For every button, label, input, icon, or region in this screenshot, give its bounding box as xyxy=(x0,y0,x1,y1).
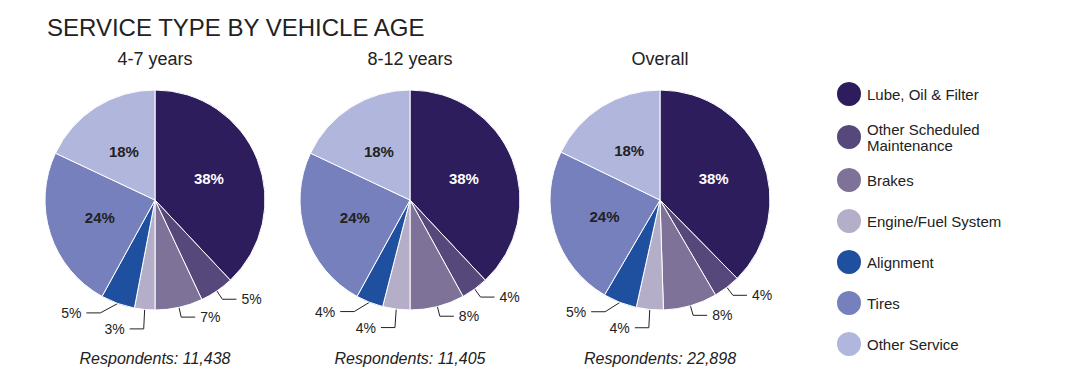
svg-text:Respondents: 11,438: Respondents: 11,438 xyxy=(80,350,231,367)
svg-text:4%: 4% xyxy=(610,320,630,336)
svg-text:7%: 7% xyxy=(200,309,220,325)
svg-text:5%: 5% xyxy=(61,305,81,321)
svg-text:4-7 years: 4-7 years xyxy=(117,49,192,69)
svg-text:Other Service: Other Service xyxy=(867,336,959,353)
svg-text:SERVICE TYPE BY VEHICLE AGE: SERVICE TYPE BY VEHICLE AGE xyxy=(47,14,425,41)
svg-text:8%: 8% xyxy=(459,308,479,324)
svg-text:Brakes: Brakes xyxy=(867,172,914,189)
svg-text:38%: 38% xyxy=(699,170,729,187)
svg-text:18%: 18% xyxy=(109,143,139,160)
svg-text:4%: 4% xyxy=(500,289,520,305)
svg-text:18%: 18% xyxy=(364,143,394,160)
svg-text:Engine/Fuel System: Engine/Fuel System xyxy=(867,213,1001,230)
svg-text:Alignment: Alignment xyxy=(867,254,935,271)
svg-text:Respondents: 11,405: Respondents: 11,405 xyxy=(335,350,486,367)
svg-text:18%: 18% xyxy=(614,142,644,159)
svg-text:8%: 8% xyxy=(712,307,732,323)
svg-text:5%: 5% xyxy=(241,291,261,307)
svg-text:8-12 years: 8-12 years xyxy=(367,49,452,69)
svg-text:Tires: Tires xyxy=(867,295,900,312)
svg-text:4%: 4% xyxy=(356,320,376,336)
svg-text:Overall: Overall xyxy=(631,49,688,69)
svg-text:Respondents: 22,898: Respondents: 22,898 xyxy=(584,350,736,367)
svg-text:Lube, Oil & Filter: Lube, Oil & Filter xyxy=(867,86,979,103)
svg-text:Maintenance: Maintenance xyxy=(867,137,953,154)
svg-text:4%: 4% xyxy=(315,304,335,320)
svg-text:24%: 24% xyxy=(85,209,115,226)
svg-text:38%: 38% xyxy=(449,170,479,187)
svg-text:24%: 24% xyxy=(589,208,619,225)
svg-text:Other Scheduled: Other Scheduled xyxy=(867,121,984,138)
svg-text:24%: 24% xyxy=(340,209,370,226)
svg-text:3%: 3% xyxy=(104,321,124,337)
svg-text:5%: 5% xyxy=(566,304,586,320)
svg-text:38%: 38% xyxy=(194,170,224,187)
svg-text:4%: 4% xyxy=(752,287,772,303)
